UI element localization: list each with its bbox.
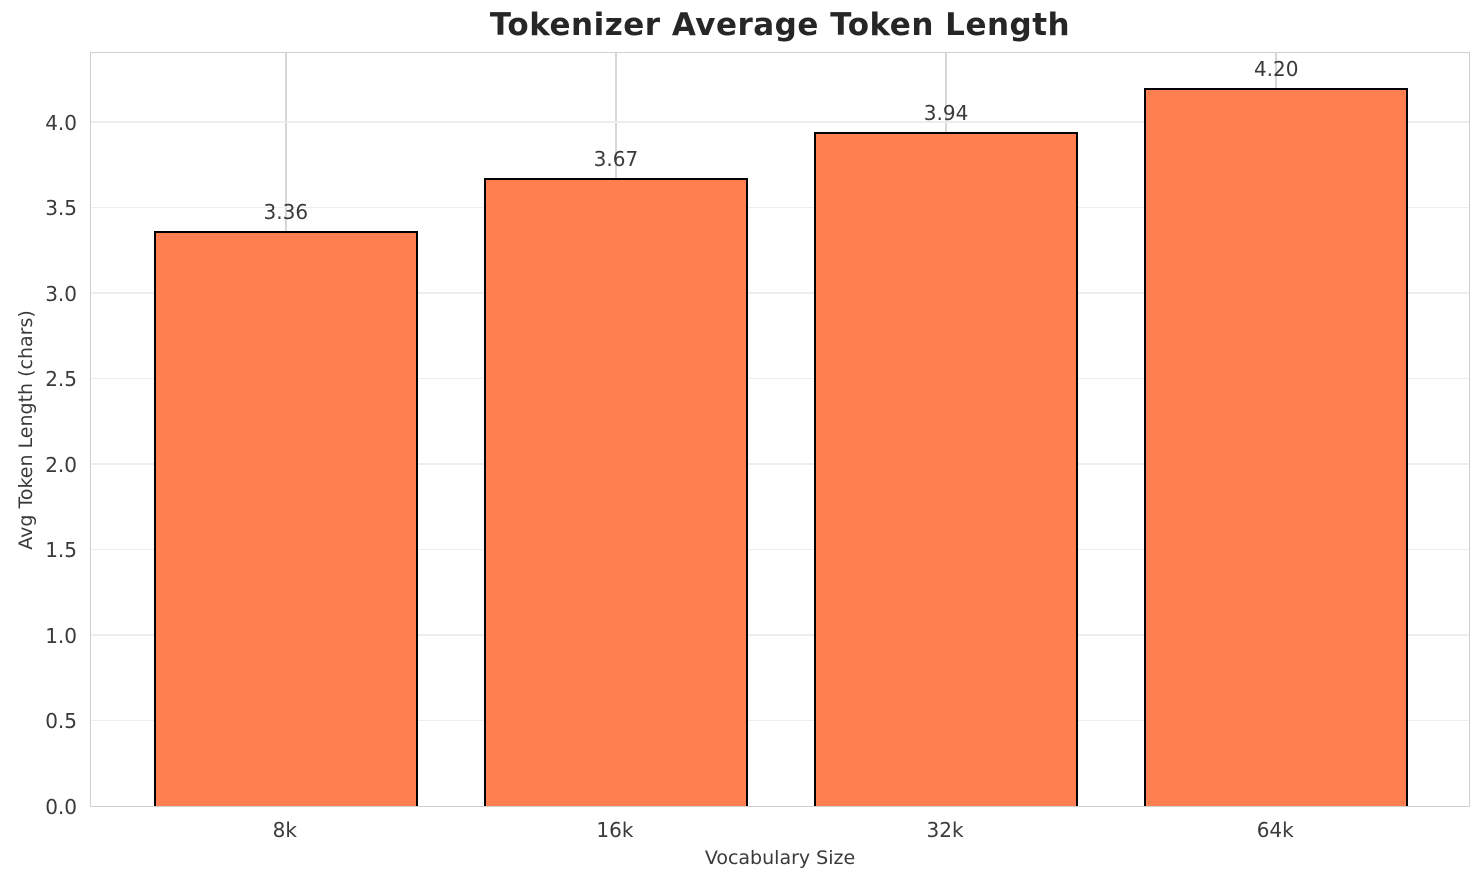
y-tick-label: 1.5 bbox=[45, 538, 77, 563]
bar bbox=[1144, 87, 1409, 806]
horizontal-gridline bbox=[91, 292, 1469, 294]
y-tick-label: 1.0 bbox=[45, 623, 77, 648]
horizontal-gridline bbox=[91, 206, 1469, 209]
horizontal-gridline bbox=[91, 377, 1469, 380]
y-tick-label: 2.5 bbox=[45, 367, 77, 392]
x-tick-label: 32k bbox=[926, 818, 964, 842]
x-tick-label: 16k bbox=[596, 818, 634, 842]
plot-area: 3.36 3.67 3.94 4.20 bbox=[90, 52, 1470, 807]
x-tick-label: 8k bbox=[272, 818, 297, 842]
bar-value-label: 3.94 bbox=[923, 101, 969, 126]
y-axis-label: Avg Token Length (chars) bbox=[15, 309, 37, 550]
horizontal-gridline bbox=[91, 719, 1469, 722]
bar-value-label: 3.36 bbox=[263, 200, 309, 225]
x-axis-label: Vocabulary Size bbox=[704, 847, 856, 869]
bar-value-label: 3.67 bbox=[593, 147, 639, 172]
y-tick-label: 3.0 bbox=[45, 281, 77, 306]
y-tick-label: 4.0 bbox=[45, 110, 77, 135]
horizontal-gridline bbox=[91, 463, 1469, 465]
bar bbox=[153, 231, 418, 806]
bar-value-label: 4.20 bbox=[1253, 56, 1299, 81]
y-tick-label: 0.5 bbox=[45, 709, 77, 734]
y-tick-label: 0.0 bbox=[45, 795, 77, 819]
bar bbox=[483, 178, 748, 806]
y-tick-label: 3.5 bbox=[45, 196, 77, 221]
chart-title: Tokenizer Average Token Length bbox=[489, 7, 1071, 43]
bar bbox=[814, 132, 1079, 806]
horizontal-gridline bbox=[91, 548, 1469, 551]
horizontal-gridline bbox=[91, 121, 1469, 123]
x-tick-label: 64k bbox=[1256, 818, 1294, 842]
y-tick-label: 2.0 bbox=[45, 452, 77, 477]
horizontal-gridline bbox=[91, 634, 1469, 636]
